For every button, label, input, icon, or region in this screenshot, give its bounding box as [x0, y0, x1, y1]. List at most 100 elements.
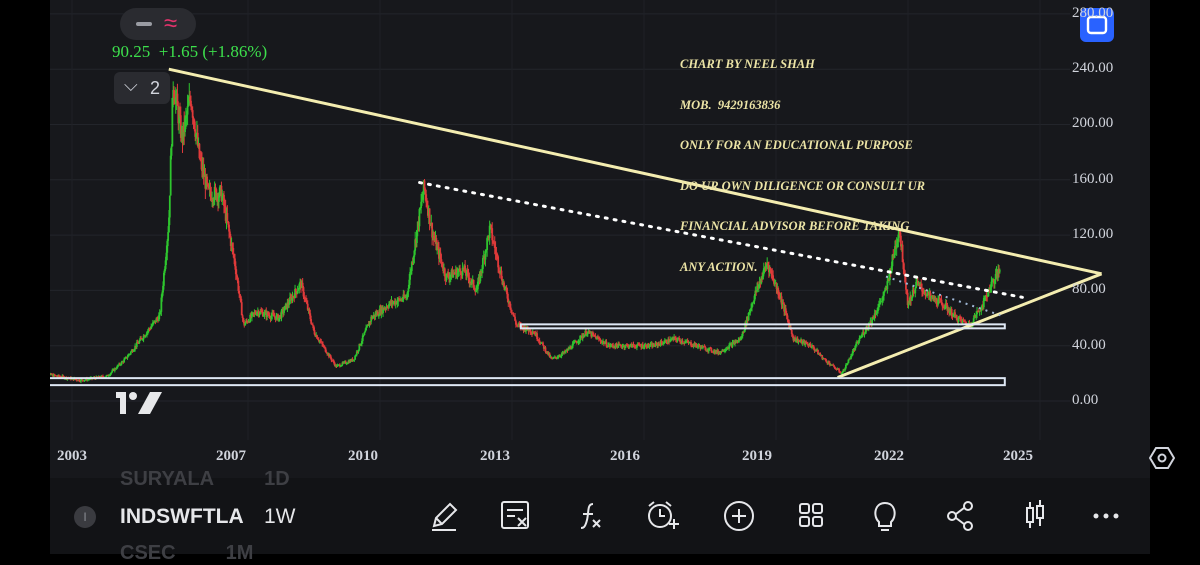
bear-candle	[920, 283, 923, 288]
bear-candle	[512, 313, 515, 316]
bull-candle	[170, 146, 173, 156]
bear-candle	[268, 315, 271, 318]
bull-candle	[601, 341, 604, 343]
bear-candle	[472, 279, 475, 288]
bear-candle	[312, 325, 315, 331]
formula-list-icon[interactable]	[496, 498, 536, 534]
bear-candle	[501, 279, 504, 285]
bear-candle	[459, 268, 461, 272]
status-pill[interactable]: ≈	[120, 8, 196, 40]
bear-candle	[811, 345, 814, 347]
bear-candle	[324, 347, 327, 352]
bull-candle	[984, 295, 987, 298]
bull-candle	[888, 269, 891, 281]
bear-candle	[819, 354, 822, 356]
candles-icon[interactable]	[1015, 498, 1055, 534]
bear-candle	[912, 289, 915, 293]
bull-candle	[669, 339, 672, 342]
bear-candle	[963, 320, 966, 322]
bull-candle	[413, 250, 416, 257]
bull-candle	[155, 318, 158, 323]
bear-candle	[118, 363, 121, 365]
bear-candle	[652, 344, 655, 346]
bear-candle	[493, 242, 496, 249]
bear-candle	[505, 287, 508, 293]
bull-candle	[392, 302, 395, 304]
bull-candle	[875, 312, 878, 315]
bull-candle	[286, 302, 289, 309]
bull-candle	[877, 304, 880, 308]
minus-icon[interactable]	[136, 22, 152, 26]
bear-candle	[771, 274, 774, 276]
bear-candle	[308, 309, 311, 314]
annotation-line: DO UR OWN DILIGENCE OR CONSULT UR	[680, 178, 925, 193]
bear-candle	[56, 376, 59, 378]
indicator-collapse-button[interactable]: ⌵ 2	[114, 72, 170, 104]
bull-candle	[160, 297, 163, 312]
bear-candle	[431, 222, 434, 238]
bear-candle	[839, 371, 841, 373]
pencil-icon[interactable]	[424, 498, 464, 534]
grid-icon[interactable]	[792, 498, 832, 534]
bull-candle	[857, 341, 860, 344]
bull-candle	[872, 318, 875, 320]
bull-candle	[218, 187, 221, 197]
bear-candle	[683, 342, 686, 344]
function-icon[interactable]	[571, 498, 611, 534]
bear-candle	[550, 356, 553, 359]
wave-icon[interactable]: ≈	[164, 10, 178, 37]
bull-candle	[895, 244, 898, 249]
symbol-name[interactable]: INDSWFTLA	[120, 505, 244, 528]
bull-candle	[685, 341, 687, 343]
bull-candle	[294, 289, 296, 299]
settings-hexagon-button[interactable]	[1148, 446, 1176, 475]
bull-candle	[354, 355, 357, 360]
price-tick-label: 120.00	[1072, 226, 1114, 242]
fullscreen-button[interactable]	[1080, 8, 1114, 42]
bear-candle	[497, 256, 500, 268]
bull-candle	[642, 347, 645, 349]
plus-circle-icon[interactable]	[719, 498, 759, 534]
bear-candle	[273, 316, 276, 318]
chart-area[interactable]: ≈ 90.25 +1.65 (+1.86%) ⌵ 2 CHART BY NEEL…	[50, 0, 1176, 478]
share-icon[interactable]	[940, 498, 980, 534]
bear-candle	[294, 289, 297, 292]
bear-candle	[237, 280, 240, 291]
interval-label[interactable]: 1W	[264, 505, 296, 528]
bear-candle	[903, 269, 906, 275]
bear-candle	[690, 342, 692, 346]
bear-candle	[149, 328, 152, 330]
bear-candle	[333, 361, 335, 364]
bull-candle	[415, 230, 418, 243]
bull-candle	[864, 331, 867, 334]
bull-candle	[485, 249, 488, 252]
bear-candle	[319, 340, 322, 342]
price-chart[interactable]	[50, 0, 1150, 478]
bear-candle	[710, 348, 713, 352]
bull-candle	[751, 302, 754, 305]
bull-candle	[212, 199, 215, 202]
bull-candle	[146, 332, 148, 335]
bull-candle	[586, 334, 588, 336]
bear-candle	[985, 295, 988, 297]
bear-candle	[786, 315, 789, 320]
bear-candle	[238, 290, 241, 295]
bull-candle	[132, 350, 135, 352]
watchlist-ghost-row[interactable]: SURYALA 1D	[120, 468, 290, 491]
alarm-add-icon[interactable]	[643, 498, 683, 534]
bull-candle	[877, 307, 879, 312]
more-icon[interactable]	[1086, 498, 1126, 534]
bull-candle	[362, 334, 365, 336]
bear-candle	[425, 194, 428, 203]
bull-candle	[410, 262, 413, 271]
bull-candle	[609, 345, 612, 347]
lightbulb-icon[interactable]	[865, 498, 905, 534]
year-tick-label: 2019	[742, 448, 772, 464]
bull-candle	[488, 225, 491, 239]
bear-candle	[704, 346, 707, 351]
bear-candle	[423, 180, 426, 189]
bear-candle	[261, 311, 264, 317]
bull-candle	[366, 326, 368, 328]
bull-candle	[876, 311, 879, 313]
bear-candle	[257, 311, 260, 316]
